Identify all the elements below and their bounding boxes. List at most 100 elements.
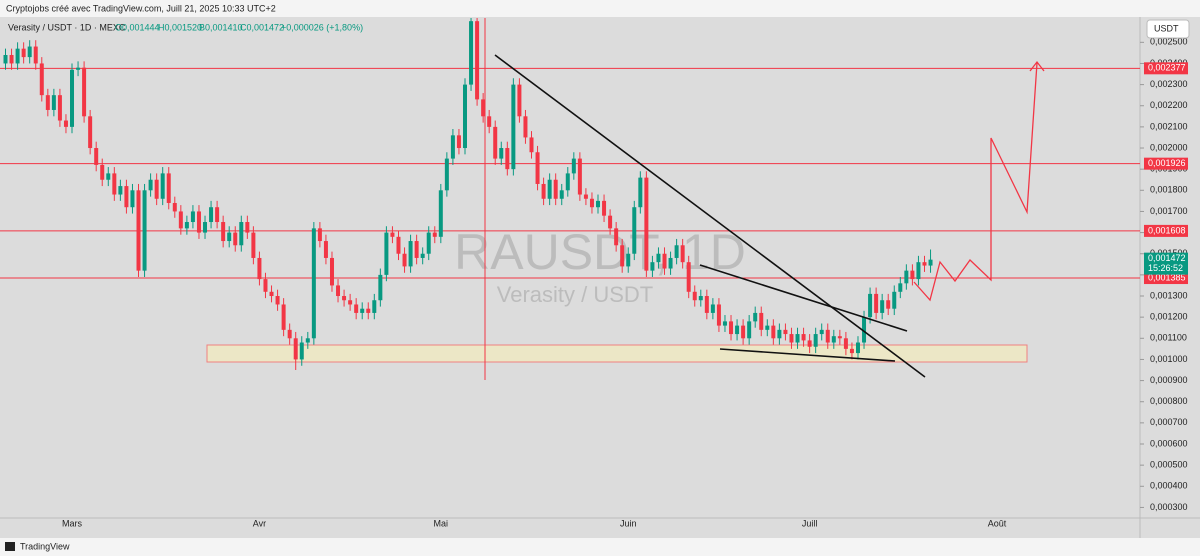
y-tick-label: 0,001000: [1150, 354, 1188, 364]
level-label: 0,002377: [1148, 63, 1186, 73]
level-box: [1144, 272, 1188, 285]
y-tick-label: 0,001100: [1150, 333, 1187, 343]
watermark-symbol: RAUSDT, 1D: [454, 224, 746, 280]
candle-body: [801, 334, 806, 341]
brand-logo: [5, 542, 15, 551]
candle-body: [184, 222, 189, 229]
candle-body: [469, 21, 474, 85]
level-box: [1144, 224, 1188, 237]
candle-body: [124, 186, 129, 208]
candle-body: [710, 304, 715, 313]
candle-body: [632, 207, 637, 254]
candle-body: [136, 190, 141, 271]
x-tick-label: Mars: [62, 518, 82, 528]
candle-body: [354, 304, 359, 313]
x-tick-label: Juin: [620, 518, 637, 528]
candle-body: [251, 232, 256, 258]
x-tick-label: Avr: [253, 518, 266, 528]
trendline: [719, 348, 896, 362]
candle-body: [517, 84, 522, 117]
candle-body: [698, 296, 703, 301]
footer-bar: [0, 538, 1200, 556]
header-change: +0,000026 (+1,80%): [281, 22, 363, 32]
candle-body: [209, 207, 214, 223]
level-label: 0,001608: [1148, 225, 1186, 235]
last-price-box: [1144, 252, 1188, 275]
y-tick-label: 0,000500: [1150, 460, 1188, 470]
currency[interactable]: USDT: [1154, 23, 1179, 33]
trendline: [699, 264, 908, 332]
candle-body: [547, 179, 552, 199]
candle-body: [559, 190, 564, 199]
y-tick-label: 0,001700: [1150, 206, 1188, 216]
candle-body: [910, 270, 915, 280]
candle-body: [523, 116, 528, 138]
last-price-label: 0,001472: [1148, 253, 1186, 263]
candle-body: [462, 84, 467, 149]
level-box: [1144, 157, 1188, 170]
candle-body: [813, 334, 818, 347]
candle-body: [414, 241, 419, 258]
candle-body: [831, 336, 836, 343]
brand: TradingView: [20, 541, 70, 551]
candle-body: [868, 293, 873, 318]
y-tick-label: 0,001200: [1150, 312, 1188, 322]
candle-body: [269, 291, 274, 297]
candle-body: [511, 84, 516, 170]
y-tick-label: 0,002300: [1150, 79, 1188, 89]
candle-body: [432, 232, 437, 237]
candle-body: [15, 48, 20, 64]
candle-body: [638, 177, 643, 208]
y-tick-label: 0,000400: [1150, 481, 1188, 491]
candle-body: [596, 200, 601, 208]
level-label: 0,001385: [1148, 272, 1186, 282]
symbol-title: Verasity / USDT · 1D · MEXC: [8, 22, 126, 32]
candle-body: [716, 304, 721, 326]
candle-body: [922, 262, 927, 266]
candle-body: [227, 232, 232, 242]
candle-body: [287, 329, 292, 339]
candle-body: [196, 211, 201, 233]
candle-body: [329, 257, 334, 286]
candle-body: [862, 317, 867, 343]
candle-body: [686, 262, 691, 292]
candle-body: [166, 173, 171, 203]
candle-body: [680, 245, 685, 263]
candle-body: [783, 329, 788, 335]
candle-body: [892, 291, 897, 309]
watermark-name: Verasity / USDT: [497, 282, 653, 307]
candle-body: [215, 207, 220, 223]
candle-body: [843, 338, 848, 349]
drawings: [494, 54, 1045, 378]
candle-body: [704, 296, 709, 313]
candle-body: [620, 245, 625, 267]
candle-body: [323, 241, 328, 258]
candle-body: [378, 274, 383, 301]
candle-body: [172, 202, 177, 212]
candle-body: [456, 135, 461, 149]
candle-body: [27, 46, 32, 58]
levels: [0, 67, 1140, 279]
candle-body: [849, 348, 854, 354]
header-low: B0,001410: [199, 22, 243, 32]
candle-body: [233, 232, 238, 246]
candle-body: [94, 148, 99, 165]
candle-body: [63, 120, 68, 127]
projection-path: [913, 62, 1038, 302]
candle-body: [644, 177, 649, 271]
candle-body: [777, 329, 782, 339]
candle-body: [348, 300, 353, 305]
candle-body: [499, 148, 504, 159]
candle-body: [656, 253, 661, 263]
support-zone: [206, 344, 1028, 363]
candle-body: [855, 342, 860, 354]
candle-body: [729, 321, 734, 335]
attribution: Cryptojobs créé avec TradingView.com, Ju…: [6, 3, 276, 13]
candle-body: [541, 183, 546, 199]
candle-body: [9, 54, 14, 64]
y-tick-label: 0,002000: [1150, 142, 1188, 152]
currency-button[interactable]: [1146, 19, 1190, 39]
candle-body: [57, 95, 62, 121]
x-tick-label: Juill: [802, 518, 818, 528]
